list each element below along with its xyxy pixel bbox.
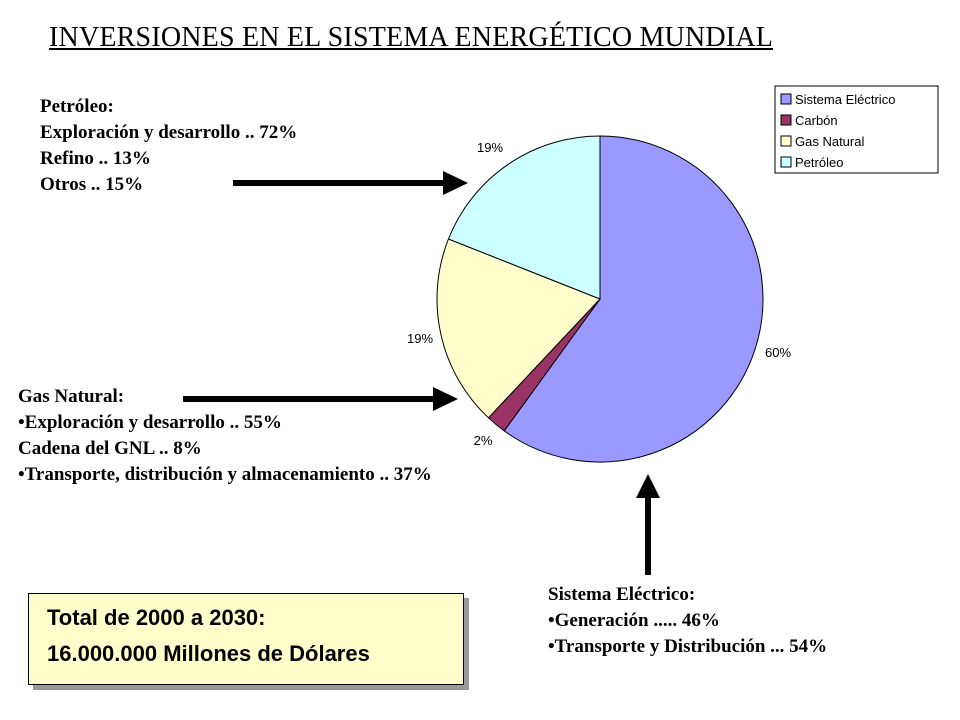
gas-line-exploracion: Exploración y desarrollo .. 55% bbox=[18, 410, 432, 436]
legend-label-petroleo: Petróleo bbox=[795, 155, 843, 170]
legend-swatch-carbon bbox=[780, 114, 792, 126]
legend-label-gas-natural: Gas Natural bbox=[795, 134, 864, 149]
page-title: INVERSIONES EN EL SISTEMA ENERGÉTICO MUN… bbox=[49, 22, 774, 53]
total-box: Total de 2000 a 2030: 16.000.000 Millone… bbox=[28, 593, 464, 685]
legend-swatch-sistema-electrico bbox=[780, 93, 792, 105]
legend-swatch-gas-natural bbox=[780, 135, 792, 147]
gas-line-gnl: Cadena del GNL .. 8% bbox=[18, 438, 202, 459]
gas-line-transporte: Transporte, distribución y almacenamient… bbox=[18, 462, 432, 488]
legend-label-carbon: Carbón bbox=[795, 113, 838, 128]
total-label: Total de 2000 a 2030: bbox=[47, 605, 266, 630]
petroleo-line-otros: Otros .. 15% bbox=[40, 174, 144, 195]
pie-slice-gas-natural bbox=[436, 238, 601, 419]
chart-legend: Sistema Eléctrico Carbón Gas Natural Petról… bbox=[774, 85, 939, 174]
electrico-line-generacion: Generación ..... 46% bbox=[548, 608, 827, 634]
legend-frame bbox=[774, 85, 939, 174]
legend-swatch-petroleo bbox=[780, 156, 792, 168]
sistema-electrico-breakdown: Sistema Eléctrico: Generación ..... 46% … bbox=[548, 582, 827, 660]
pie-data-labels: 60% 2% 19% 19% bbox=[407, 140, 791, 448]
data-label-gas-natural: 19% bbox=[407, 331, 433, 346]
gas-heading: Gas Natural: bbox=[18, 386, 125, 407]
callout-arrows bbox=[183, 171, 660, 575]
gas-natural-breakdown: Gas Natural: Exploración y desarrollo ..… bbox=[18, 384, 432, 488]
arrow-to-petroleo bbox=[233, 171, 468, 195]
pie-slice-petroleo bbox=[447, 135, 601, 300]
petroleo-line-exploracion: Exploración y desarrollo .. 72% bbox=[40, 122, 298, 143]
legend-label-sistema-electrico: Sistema Eléctrico bbox=[795, 92, 895, 107]
arrow-to-gas-natural bbox=[183, 387, 458, 411]
total-value: 16.000.000 Millones de Dólares bbox=[47, 641, 370, 666]
electrico-heading: Sistema Eléctrico: bbox=[548, 584, 696, 605]
data-label-petroleo: 19% bbox=[477, 140, 503, 155]
petroleo-heading: Petróleo: bbox=[40, 96, 114, 117]
electrico-line-transporte: Transporte y Distribución ... 54% bbox=[548, 634, 828, 660]
pie-slices bbox=[436, 135, 764, 463]
petroleo-breakdown: Petróleo: Exploración y desarrollo .. 72… bbox=[40, 94, 297, 198]
data-label-carbon: 2% bbox=[474, 433, 493, 448]
arrow-to-sistema-electrico bbox=[636, 474, 660, 575]
data-label-sistema-electrico: 60% bbox=[765, 345, 791, 360]
petroleo-line-refino: Refino .. 13% bbox=[40, 148, 151, 169]
pie-slice-sistema-electrico bbox=[503, 135, 764, 463]
